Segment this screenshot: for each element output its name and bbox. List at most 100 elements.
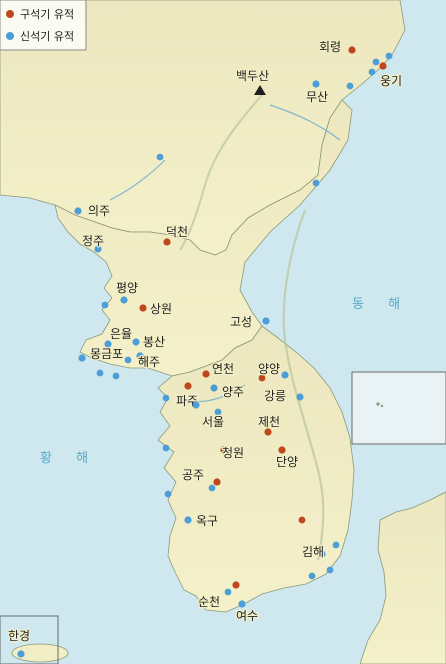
site-label: 여수 bbox=[236, 609, 258, 623]
site-label: 공주 bbox=[182, 468, 204, 482]
site-dot-neolithic bbox=[208, 484, 216, 492]
site-dot-yeosu bbox=[238, 600, 246, 608]
site-dot-neolithic bbox=[346, 82, 354, 90]
dokdo-inset-frame bbox=[351, 371, 446, 445]
site-dot-neolithic bbox=[372, 58, 380, 66]
ridge-line bbox=[179, 94, 263, 251]
site-dot-pyongyang bbox=[120, 296, 128, 304]
site-label: 서울 bbox=[202, 415, 224, 429]
site-label: 회령 bbox=[319, 40, 341, 54]
site-dot-deokcheon bbox=[163, 238, 171, 246]
site-label: 고성 bbox=[230, 315, 252, 329]
japan-coast bbox=[359, 491, 446, 664]
site-label: 한경 bbox=[8, 629, 30, 643]
site-dot-musan bbox=[312, 80, 320, 88]
site-dot-neolithic bbox=[312, 179, 320, 187]
site-label: 몽금포 bbox=[90, 347, 123, 361]
legend-frame bbox=[0, 0, 87, 51]
site-dot-okgu bbox=[184, 516, 192, 524]
site-label: 은율 bbox=[110, 327, 132, 341]
site-dot-paleolithic bbox=[258, 374, 266, 382]
site-label: 순천 bbox=[198, 594, 220, 609]
site-dot-jeongju bbox=[94, 245, 102, 253]
labeled-sites: 회령 웅기 무산 의주 정주 덕천 평양 상원 은율 봉산 몽금포 해주 bbox=[7, 39, 403, 658]
jeju-island bbox=[11, 643, 69, 663]
site-label: 덕천 bbox=[166, 224, 188, 239]
legend-marker-neolithic bbox=[6, 32, 14, 40]
peninsula-south bbox=[157, 325, 355, 613]
site-label: 의주 bbox=[88, 204, 110, 218]
site-dot-hoeryeong bbox=[348, 46, 356, 54]
site-dot-neolithic bbox=[326, 566, 334, 574]
site-dot-suncheon bbox=[232, 581, 240, 589]
site-label: 연천 bbox=[212, 361, 234, 376]
site-label: 양양 bbox=[258, 362, 280, 376]
site-dot-neolithic bbox=[332, 541, 340, 549]
site-dot-gongju bbox=[213, 478, 221, 486]
site-dot-neolithic bbox=[162, 394, 170, 402]
site-dot-yangyang bbox=[281, 371, 289, 379]
legend: 구석기 유적 신석기 유적 bbox=[0, 0, 87, 51]
river bbox=[109, 159, 166, 201]
site-dot-sangwon bbox=[139, 304, 147, 312]
site-label: 봉산 bbox=[143, 335, 165, 349]
site-label: 상원 bbox=[150, 302, 172, 316]
site-dot-neolithic bbox=[308, 572, 316, 580]
legend-label-neolithic: 신석기 유적 bbox=[20, 30, 74, 43]
site-label: 단양 bbox=[276, 455, 298, 469]
site-dot-unggi bbox=[379, 62, 387, 70]
site-dot-seoul bbox=[192, 401, 200, 409]
site-dot-hangyeong bbox=[17, 650, 25, 658]
site-dot-jecheon bbox=[264, 428, 272, 436]
site-dot-neolithic bbox=[156, 153, 164, 161]
site-dot-paleolithic bbox=[298, 516, 306, 524]
site-dot-yangju bbox=[210, 384, 218, 392]
site-dot-bongsan bbox=[132, 338, 140, 346]
site-label: 청원 bbox=[222, 446, 244, 460]
site-label: 김해 bbox=[302, 545, 324, 559]
site-dot-neolithic bbox=[368, 68, 376, 76]
legend-marker-paleolithic bbox=[6, 10, 14, 18]
sea-label-east: 동 해 bbox=[352, 297, 410, 312]
dokdo-islet bbox=[380, 404, 384, 408]
site-dot-neolithic bbox=[385, 52, 393, 60]
site-label: 양주 bbox=[222, 385, 244, 399]
dokdo-islet bbox=[376, 402, 380, 406]
site-dot-neolithic bbox=[214, 408, 222, 416]
site-dot-cheongwon bbox=[220, 446, 228, 454]
site-label: 강릉 bbox=[264, 389, 286, 403]
river bbox=[269, 104, 341, 141]
site-label: 무산 bbox=[306, 90, 328, 104]
site-dot-monggeumpo bbox=[78, 354, 86, 362]
site-dot-neolithic bbox=[164, 490, 172, 498]
site-dot-neolithic bbox=[112, 372, 120, 380]
site-dot-uiju bbox=[74, 207, 82, 215]
ridge-line bbox=[282, 209, 325, 561]
site-label: 옥구 bbox=[196, 514, 218, 528]
site-label: 정주 bbox=[82, 234, 104, 248]
site-dot-neolithic bbox=[224, 588, 232, 596]
site-label: 웅기 bbox=[380, 74, 402, 88]
peak-label: 백두산 bbox=[236, 69, 269, 83]
site-dot-haeju bbox=[136, 352, 144, 360]
site-dot-gimhae bbox=[318, 550, 326, 558]
site-dot-eunyul bbox=[104, 340, 112, 348]
site-label: 해주 bbox=[138, 355, 160, 369]
jeju-inset-frame bbox=[0, 615, 59, 664]
sea-label-west: 황 해 bbox=[40, 451, 98, 466]
site-dot-yeoncheon bbox=[202, 370, 210, 378]
site-dot-neolithic bbox=[96, 369, 104, 377]
site-dot-gangneung bbox=[296, 393, 304, 401]
unlabeled-sites bbox=[96, 52, 393, 596]
site-dot-paju bbox=[184, 382, 192, 390]
site-dot-goseong bbox=[262, 317, 270, 325]
site-dot-neolithic bbox=[101, 301, 109, 309]
site-dot-neolithic bbox=[162, 444, 170, 452]
legend-label-paleolithic: 구석기 유적 bbox=[20, 8, 74, 21]
site-label: 제천 bbox=[258, 414, 280, 429]
site-dot-neolithic bbox=[124, 356, 132, 364]
site-dot-danyang bbox=[278, 446, 286, 454]
river bbox=[184, 384, 246, 403]
